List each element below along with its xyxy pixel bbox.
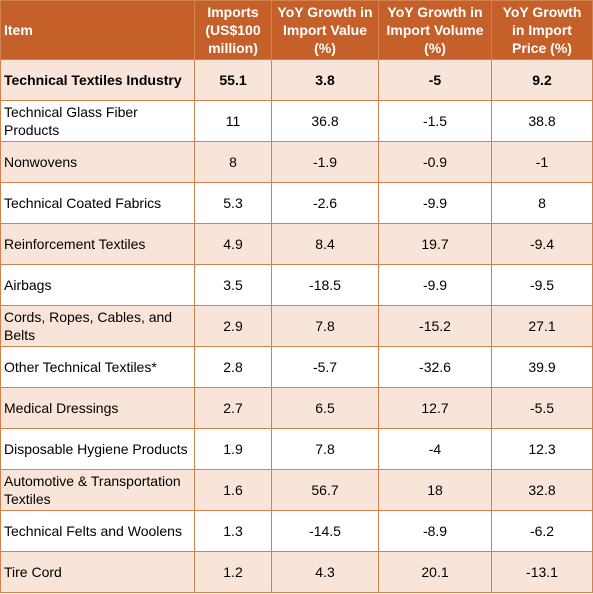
- header-price-growth: YoY Growth in Import Price (%): [491, 0, 593, 60]
- row-price-growth: 39.9: [491, 346, 593, 388]
- row-volume-growth: 18: [378, 469, 492, 511]
- row-value-growth: -5.7: [271, 346, 379, 388]
- row-volume-growth: -9.9: [378, 182, 492, 224]
- table-row: Disposable Hygiene Products 1.9 7.8 -4 1…: [0, 428, 593, 470]
- row-imports: 8: [194, 141, 272, 183]
- row-value-growth: 7.8: [271, 428, 379, 470]
- row-value-growth: 3.8: [271, 59, 379, 101]
- row-item: Technical Felts and Woolens: [0, 510, 195, 552]
- row-imports: 1.9: [194, 428, 272, 470]
- row-imports: 55.1: [194, 59, 272, 101]
- row-item: Technical Glass Fiber Products: [0, 100, 195, 142]
- row-price-growth: 12.3: [491, 428, 593, 470]
- row-imports: 1.6: [194, 469, 272, 511]
- table-row: Nonwovens 8 -1.9 -0.9 -1: [0, 141, 593, 183]
- row-volume-growth: 20.1: [378, 551, 492, 593]
- row-item: Airbags: [0, 264, 195, 306]
- table-row: Cords, Ropes, Cables, and Belts 2.9 7.8 …: [0, 305, 593, 347]
- row-value-growth: 7.8: [271, 305, 379, 347]
- row-value-growth: 6.5: [271, 387, 379, 429]
- header-item: Item: [0, 0, 195, 60]
- row-value-growth: 8.4: [271, 223, 379, 265]
- header-imports: Imports (US$100 million): [194, 0, 272, 60]
- row-item: Technical Textiles Industry: [0, 59, 195, 101]
- row-volume-growth: 12.7: [378, 387, 492, 429]
- row-price-growth: -5.5: [491, 387, 593, 429]
- row-price-growth: -13.1: [491, 551, 593, 593]
- table-row: Technical Coated Fabrics 5.3 -2.6 -9.9 8: [0, 182, 593, 224]
- table-row: Technical Glass Fiber Products 11 36.8 -…: [0, 100, 593, 142]
- row-price-growth: -6.2: [491, 510, 593, 552]
- row-price-growth: -9.5: [491, 264, 593, 306]
- header-volume-growth: YoY Growth in Import Volume (%): [378, 0, 492, 60]
- row-volume-growth: -1.5: [378, 100, 492, 142]
- row-price-growth: 38.8: [491, 100, 593, 142]
- row-imports: 1.3: [194, 510, 272, 552]
- table-row: Reinforcement Textiles 4.9 8.4 19.7 -9.4: [0, 223, 593, 265]
- row-item: Disposable Hygiene Products: [0, 428, 195, 470]
- row-item: Cords, Ropes, Cables, and Belts: [0, 305, 195, 347]
- row-price-growth: -9.4: [491, 223, 593, 265]
- table-row: Technical Felts and Woolens 1.3 -14.5 -8…: [0, 510, 593, 552]
- row-item: Tire Cord: [0, 551, 195, 593]
- row-value-growth: 36.8: [271, 100, 379, 142]
- row-volume-growth: -32.6: [378, 346, 492, 388]
- row-volume-growth: -0.9: [378, 141, 492, 183]
- row-imports: 2.7: [194, 387, 272, 429]
- row-value-growth: -18.5: [271, 264, 379, 306]
- row-imports: 2.8: [194, 346, 272, 388]
- row-imports: 5.3: [194, 182, 272, 224]
- row-item: Reinforcement Textiles: [0, 223, 195, 265]
- table-row: Other Technical Textiles* 2.8 -5.7 -32.6…: [0, 346, 593, 388]
- row-item: Other Technical Textiles*: [0, 346, 195, 388]
- header-value-growth: YoY Growth in Import Value (%): [271, 0, 379, 60]
- table-row-total: Technical Textiles Industry 55.1 3.8 -5 …: [0, 59, 593, 101]
- row-value-growth: -1.9: [271, 141, 379, 183]
- row-imports: 4.9: [194, 223, 272, 265]
- header-row: Item Imports (US$100 million) YoY Growth…: [0, 0, 593, 60]
- row-item: Automotive & Transportation Textiles: [0, 469, 195, 511]
- row-value-growth: -2.6: [271, 182, 379, 224]
- row-volume-growth: -8.9: [378, 510, 492, 552]
- row-price-growth: 8: [491, 182, 593, 224]
- row-price-growth: 32.8: [491, 469, 593, 511]
- row-imports: 1.2: [194, 551, 272, 593]
- table-row: Automotive & Transportation Textiles 1.6…: [0, 469, 593, 511]
- row-imports: 11: [194, 100, 272, 142]
- row-price-growth: -1: [491, 141, 593, 183]
- row-item: Medical Dressings: [0, 387, 195, 429]
- row-volume-growth: -9.9: [378, 264, 492, 306]
- row-volume-growth: 19.7: [378, 223, 492, 265]
- table-row: Airbags 3.5 -18.5 -9.9 -9.5: [0, 264, 593, 306]
- row-volume-growth: -15.2: [378, 305, 492, 347]
- table-row: Tire Cord 1.2 4.3 20.1 -13.1: [0, 551, 593, 593]
- row-imports: 2.9: [194, 305, 272, 347]
- row-imports: 3.5: [194, 264, 272, 306]
- row-price-growth: 27.1: [491, 305, 593, 347]
- row-volume-growth: -4: [378, 428, 492, 470]
- row-price-growth: 9.2: [491, 59, 593, 101]
- row-value-growth: 4.3: [271, 551, 379, 593]
- row-item: Nonwovens: [0, 141, 195, 183]
- row-value-growth: -14.5: [271, 510, 379, 552]
- row-item: Technical Coated Fabrics: [0, 182, 195, 224]
- row-value-growth: 56.7: [271, 469, 379, 511]
- row-volume-growth: -5: [378, 59, 492, 101]
- table-row: Medical Dressings 2.7 6.5 12.7 -5.5: [0, 387, 593, 429]
